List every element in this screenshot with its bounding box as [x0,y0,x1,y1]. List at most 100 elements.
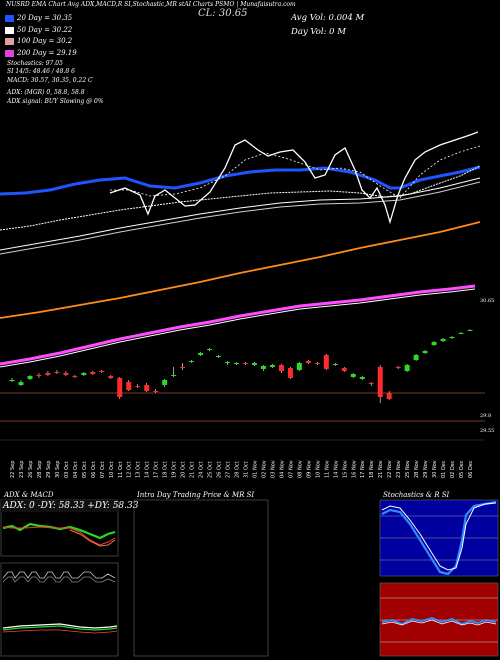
candle-body [296,363,302,370]
x-tick-label: 18 Oct [163,461,169,478]
candle-body [198,353,204,355]
x-tick-label: 22 Nov [387,460,393,478]
candle-body [305,361,311,363]
candle-body [144,385,150,391]
candle-body [449,337,455,338]
x-tick-label: 05 Oct [82,461,88,478]
candle-body [9,380,15,381]
candle-body [117,378,123,397]
x-tick-label: 02 Nov [261,460,267,478]
rsi-overlay-line [110,145,481,199]
x-tick-label: 08 Nov [297,460,303,478]
x-tick-label: 23 Sep [19,461,25,478]
candle-body [350,374,356,377]
candle-body [72,376,78,377]
candle-body [234,363,240,364]
x-tick-label: 27 Oct [226,461,232,478]
x-tick-label: 29 Sep [46,461,52,478]
close-label: CL: 30.65 [198,8,248,19]
candle-body [395,367,401,368]
candle-body [18,382,24,385]
x-tick-label: 29 Nov [423,460,429,478]
candle-body [153,391,159,392]
candle-body [278,365,284,371]
x-tick-label: 17 Nov [360,460,366,478]
candle-body [386,393,392,399]
day-volume: Day Vol: 0 M [291,27,346,37]
candle-body [314,363,320,364]
ema200-legend: 200 Day = 29.19 [5,49,77,57]
ema200-white-line [0,288,476,368]
x-tick-label: 26 Oct [217,461,223,478]
candle-body [45,373,51,375]
x-tick-label: 22 Sep [10,461,16,478]
x-tick-label: 19 Oct [172,461,178,478]
candle-body [413,355,419,360]
candle-body [323,355,329,369]
candle-body [81,373,87,375]
x-tick-label: 25 Nov [405,460,411,478]
ema200-swatch [5,49,14,57]
ema50-line [0,165,481,231]
ema20-legend: 20 Day = 30.35 [5,14,72,22]
x-tick-label: 30 Sep [55,461,61,478]
x-tick-label: 04 Nov [279,460,285,478]
x-tick-label: 25 Oct [208,461,214,478]
candle-body [126,382,132,390]
candle-body [431,342,437,345]
x-tick-label: 03 Nov [270,460,276,478]
x-tick-label: 11 Oct [118,461,124,478]
si-value: SI 14/5: 48.46 / 48.8 6 [7,68,75,75]
candle-body [242,363,248,364]
x-tick-label: 13 Oct [136,461,142,478]
candle-body [269,365,275,367]
x-tick-label: 11 Nov [324,460,330,478]
adx-value: ADX: (MGR) 0, 58.8, 58.8 [7,89,85,96]
x-tick-label: 01 Dec [441,460,447,478]
x-tick-label: 23 Nov [396,460,402,478]
candle-body [162,380,168,385]
candle-body [90,372,96,374]
candle-body [332,364,338,365]
x-tick-label: 21 Nov [378,460,384,478]
candle-body [36,375,42,376]
candle-body [404,365,410,371]
ema100-swatch [5,37,14,45]
x-tick-label: 15 Nov [342,460,348,478]
x-tick-label: 09 Nov [306,460,312,478]
x-tick-label: 17 Oct [154,461,160,478]
ema20-swatch [5,14,14,22]
candle-body [251,363,257,365]
ema50-legend: 50 Day = 30.22 [5,26,72,34]
ema200-orange-line [0,221,481,319]
x-tick-label: 05 Dec [459,460,465,478]
avg-volume: Avg Vol: 0.004 M [291,13,365,23]
x-tick-label: 12 Oct [127,461,133,478]
ema100-legend: 100 Day = 30.2 [5,37,72,45]
x-tick-label: 28 Sep [37,461,43,478]
candle-body [467,330,473,331]
x-tick-label: 06 Dec [468,460,474,478]
x-tick-label: 30 Nov [432,460,438,478]
x-axis-labels: 22 Sep 23 Sep 26 Sep 28 Sep 29 Sep 30 Sep 03 O… [10,460,474,478]
candle-body [377,367,383,397]
candle-body [108,376,114,378]
ema100-outer-line [0,177,481,251]
x-tick-label: 06 Oct [91,461,97,478]
ema50-swatch [5,26,14,34]
x-tick-label: 07 Nov [288,460,294,478]
candle-body [207,349,213,350]
x-tick-label: 07 Oct [100,461,106,478]
x-tick-label: 04 Oct [73,461,79,478]
candle-body [180,367,186,368]
adx-panel-title: ADX & MACD [4,491,54,499]
ema100-inner-line [0,181,481,255]
x-tick-label: 16 Nov [351,460,357,478]
candle-body [225,362,231,363]
header-line: NUSRD EMA Chart Avg ADX,MACD,R SI,Stocha… [6,1,296,8]
price-label-low: 29.55 [480,428,495,434]
x-tick-label: 14 Oct [145,461,151,478]
candle-body [63,373,69,375]
candle-body [368,383,374,384]
